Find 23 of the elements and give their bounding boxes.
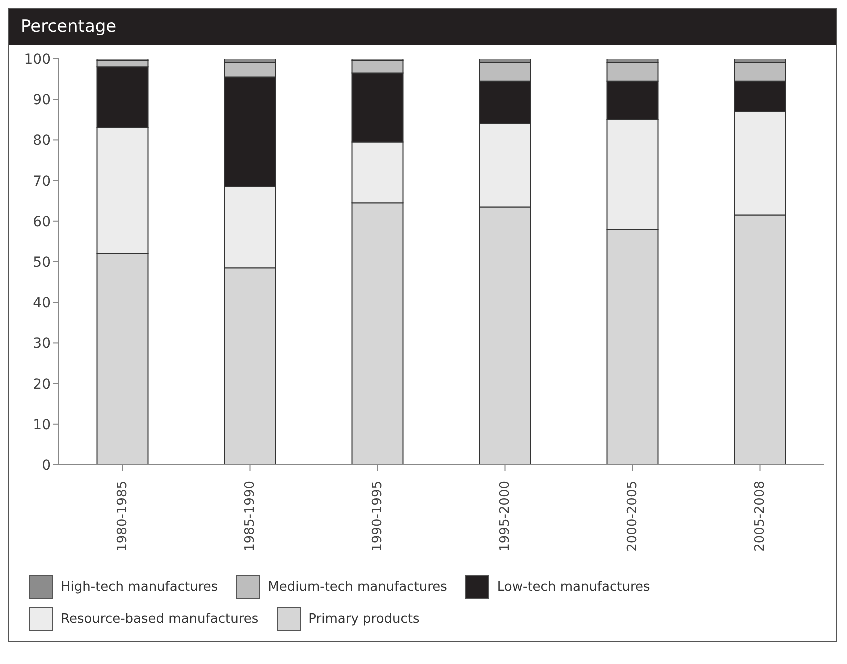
y-tick-label: 0 <box>42 458 51 474</box>
legend-label: Medium-tech manufactures <box>268 580 448 594</box>
y-axis-title: Percentage <box>9 9 836 45</box>
x-tick-label: 2005-2008 <box>752 481 768 552</box>
y-tick-label: 40 <box>33 296 51 312</box>
y-tick-label: 10 <box>33 417 51 434</box>
x-tick-label: 1985-1990 <box>242 481 258 552</box>
y-tick-label: 60 <box>33 214 51 230</box>
legend-label: High-tech manufactures <box>61 580 218 594</box>
legend-label: Primary products <box>308 612 420 626</box>
y-tick-label: 80 <box>33 133 51 150</box>
legend-label: Resource-based manufactures <box>61 612 259 626</box>
x-tick-label: 1980-1985 <box>115 481 130 552</box>
y-tick-label: 100 <box>24 52 51 68</box>
y-tick-label: 20 <box>33 376 51 393</box>
y-tick-label: 30 <box>33 336 51 352</box>
x-tick-label: 1995-2000 <box>498 481 513 552</box>
y-tick-label: 70 <box>33 174 51 190</box>
x-tick-label: 1990-1995 <box>370 481 386 552</box>
y-tick-label: 50 <box>33 254 51 271</box>
y-tick-label: 90 <box>33 92 51 109</box>
legend-label: Low-tech manufactures <box>497 580 650 594</box>
x-tick-label: 2000-2005 <box>625 481 640 552</box>
